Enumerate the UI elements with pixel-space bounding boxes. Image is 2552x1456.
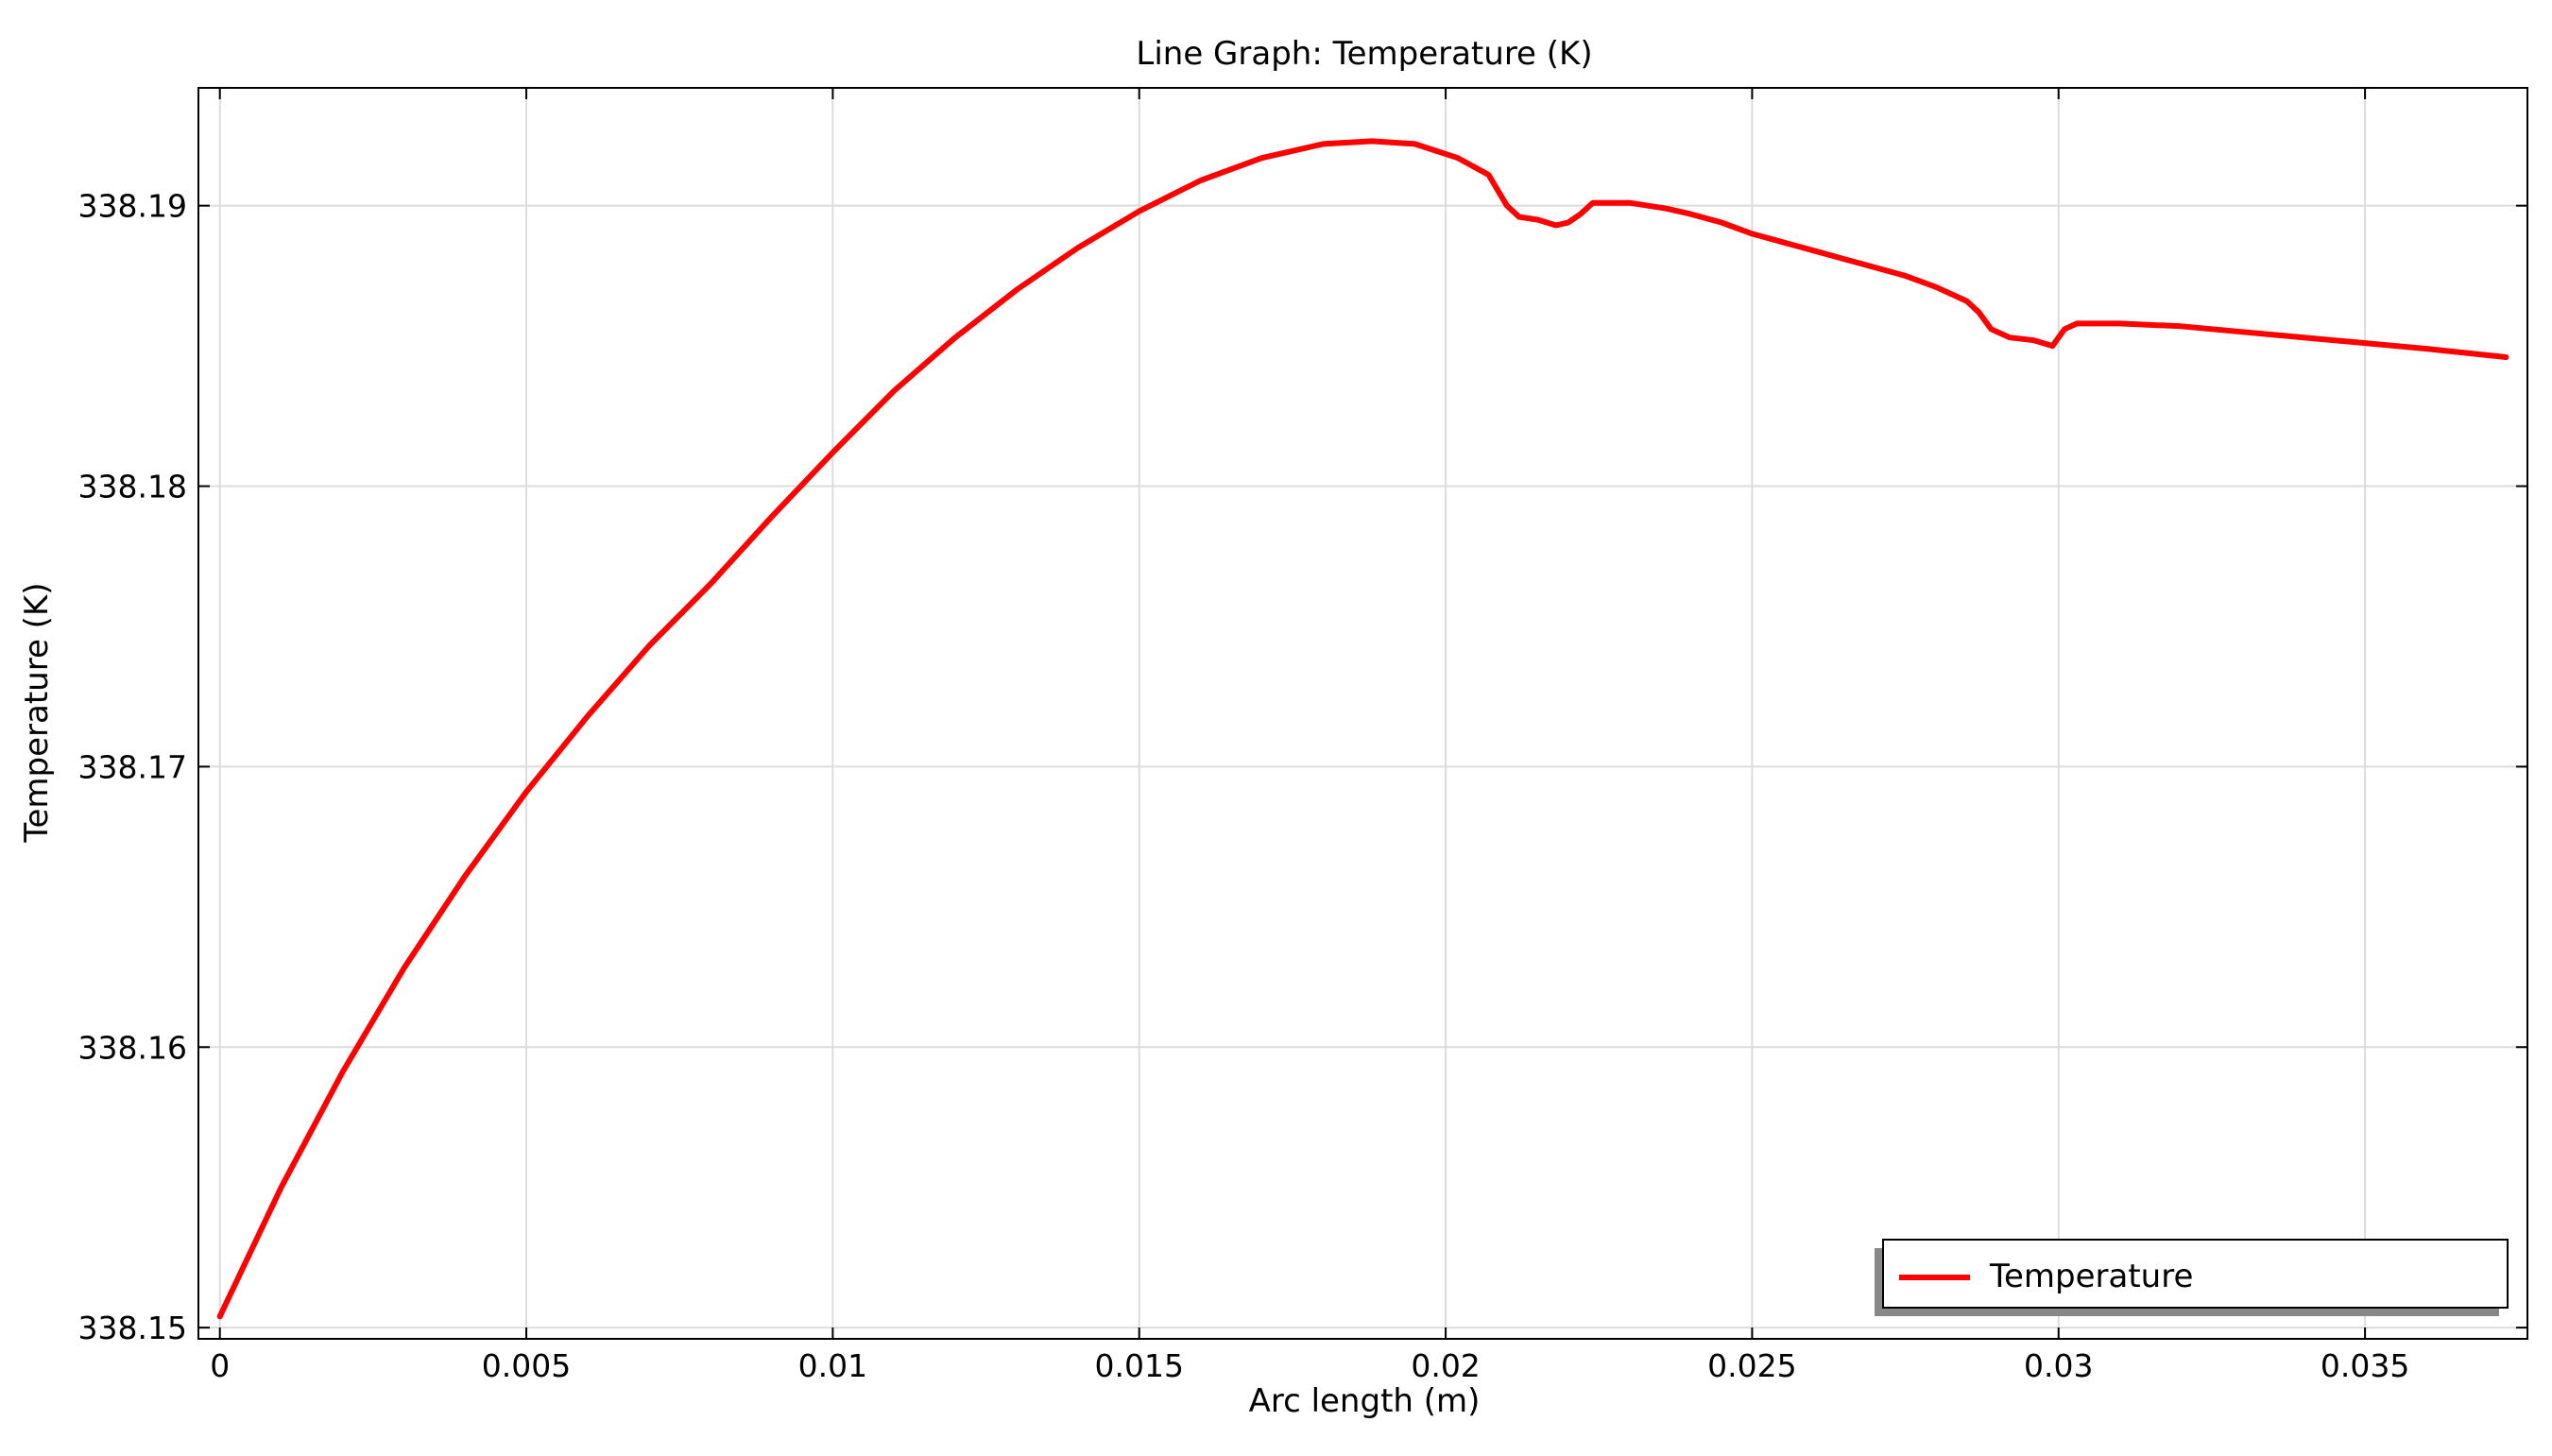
y-tick-label: 338.17 [78,748,187,785]
series-line-temperature [216,138,2509,1320]
legend-box [1882,1239,2509,1309]
y-tick-label: 338.18 [78,469,187,505]
x-tick-label: 0.025 [1707,1347,1796,1384]
legend-label-temperature: Temperature [1989,1258,2193,1295]
y-tick-label: 338.15 [78,1310,187,1346]
y-tick-label: 338.16 [78,1029,187,1066]
x-tick-label: 0 [210,1347,230,1384]
tick-layer: 0 0.005 0.01 0.015 0.02 0.025 0.03 0.035 338.15 3… [78,88,2527,1384]
x-tick-label: 0.03 [2024,1347,2093,1384]
x-tick-label: 0.015 [1094,1347,1183,1384]
chart-title: Line Graph: Temperature (K) [1136,35,1592,73]
grid-layer [198,88,2527,1339]
x-tick-label: 0.02 [1411,1347,1480,1384]
y-tick-label: 338.19 [78,188,187,225]
x-axis-label: Arc length (m) [1249,1382,1481,1420]
x-tick-label: 0.01 [798,1347,867,1384]
x-tick-label: 0.035 [2321,1347,2409,1384]
plot-frame [197,87,2528,1340]
legend: Temperature [1875,1239,2509,1316]
y-axis-label: Temperature (K) [18,582,56,843]
x-tick-label: 0.005 [482,1347,571,1384]
